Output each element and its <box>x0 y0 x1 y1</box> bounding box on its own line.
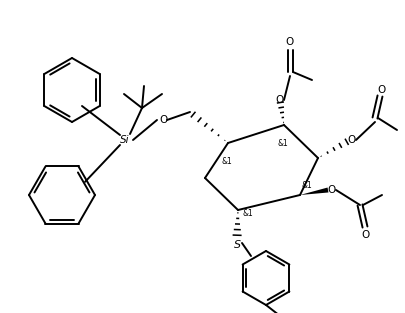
Text: O: O <box>348 135 356 145</box>
Text: O: O <box>328 185 336 195</box>
Polygon shape <box>300 187 328 195</box>
Text: S: S <box>233 240 241 250</box>
Text: &1: &1 <box>302 181 312 189</box>
Text: &1: &1 <box>222 157 232 167</box>
Text: O: O <box>362 230 370 240</box>
Text: O: O <box>159 115 167 125</box>
Text: O: O <box>276 95 284 105</box>
Text: &1: &1 <box>243 208 254 218</box>
Text: &1: &1 <box>277 138 288 147</box>
Text: O: O <box>377 85 385 95</box>
Text: Si: Si <box>120 135 130 145</box>
Text: O: O <box>286 37 294 47</box>
